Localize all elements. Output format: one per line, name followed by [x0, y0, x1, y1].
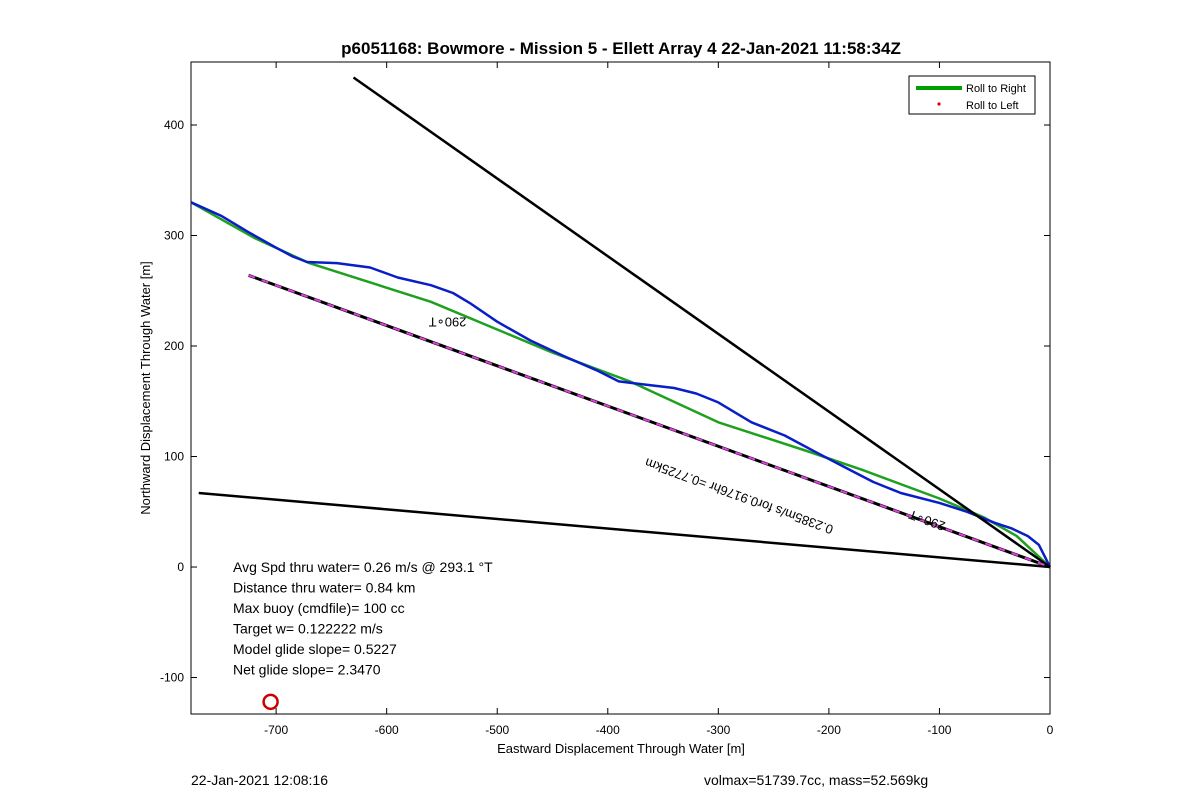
y-tick-label: -100 [160, 671, 184, 685]
y-tick-label: 300 [164, 228, 184, 242]
x-tick-label: -500 [485, 723, 509, 737]
annotation-layer: 290∘T 290∘T 0.2385m/s for0.9176hr =0.7725k… [429, 314, 948, 537]
plot-frame [190, 61, 1051, 715]
annotation-label: 290∘T [907, 507, 948, 534]
x-tick-label: -200 [817, 723, 841, 737]
legend-box [908, 75, 1036, 115]
x-tick-label: -700 [264, 723, 288, 737]
stat-line: Avg Spd thru water= 0.26 m/s @ 293.1 °T [233, 559, 493, 575]
x-tick-label: -400 [596, 723, 620, 737]
x-axis: -700 -600 -500 -400 -300 -200 -100 0 [264, 62, 1054, 737]
x-tick-label: -600 [375, 723, 399, 737]
stats-box: Avg Spd thru water= 0.26 m/s @ 293.1 °T D… [233, 559, 493, 678]
series-layer [190, 76, 1052, 569]
legend-label-roll-right: Roll to Right [966, 83, 1026, 95]
stat-line: Net glide slope= 2.3470 [233, 662, 381, 678]
y-tick-label: 100 [164, 450, 184, 464]
y-axis: -100 0 100 200 300 400 [160, 118, 1050, 685]
stat-line: Distance thru water= 0.84 km [233, 580, 415, 596]
stat-line: Target w= 0.122222 m/s [233, 621, 383, 637]
x-tick-label: -100 [927, 723, 951, 737]
annotation-label: 0.2385m/s for0.9176hr =0.7725km [643, 455, 835, 537]
legend-swatch-roll-left [937, 102, 941, 106]
series-line-3 [198, 491, 1051, 569]
legend-label-roll-left: Roll to Left [966, 100, 1019, 112]
y-axis-label: Northward Displacement Through Water [m] [138, 261, 153, 515]
stat-line: Model glide slope= 0.5227 [233, 641, 397, 657]
marker-circle [262, 693, 279, 711]
y-tick-label: 200 [164, 339, 184, 353]
stat-line: Max buoy (cmdfile)= 100 cc [233, 600, 405, 616]
y-tick-label: 0 [177, 560, 184, 574]
x-axis-label: Eastward Displacement Through Water [m] [497, 741, 745, 756]
footer-summary: volmax=51739.7cc, mass=52.569kg [704, 772, 929, 788]
footer-timestamp: 22-Jan-2021 12:08:16 [191, 772, 328, 788]
y-tick-label: 400 [164, 118, 184, 132]
series-line-4-dash [248, 274, 1051, 568]
series-line-2 [352, 76, 1051, 569]
legend: Roll to Right Roll to Left [908, 75, 1036, 115]
x-tick-label: 0 [1047, 723, 1054, 737]
annotation-label: 290∘T [429, 314, 467, 329]
chart-title: p6051168: Bowmore - Mission 5 - Ellett A… [341, 39, 901, 58]
x-tick-label: -300 [706, 723, 730, 737]
